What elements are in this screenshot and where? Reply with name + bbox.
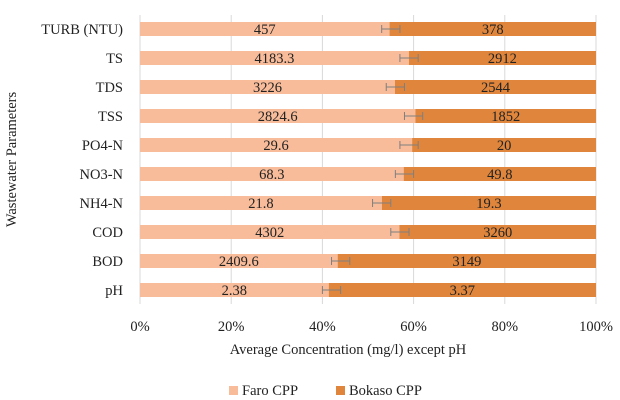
data-label-faro: 4302 [255,225,284,241]
data-label-faro: 4183.3 [254,51,294,67]
x-axis-title: Average Concentration (mg/l) except pH [230,342,467,358]
x-tick-label: 80% [492,319,519,335]
error-bar [385,83,405,91]
data-label-bokaso: 2544 [481,80,511,96]
error-bar [321,286,342,294]
category-label: NH4-N [80,196,124,212]
bars [140,22,596,297]
category-label: TS [106,51,123,67]
x-tick-label: 40% [309,319,336,335]
bar-faro [140,80,395,94]
category-label: BOD [92,254,123,270]
data-label-bokaso: 3.37 [450,283,475,299]
data-label-faro: 2824.6 [258,109,298,125]
category-label: COD [92,225,123,241]
data-label-bokaso: 3149 [452,254,481,270]
legend-item-bokaso: Bokaso CPP [336,383,422,399]
bar-bokaso [381,196,596,210]
x-tick-label: 0% [130,319,149,335]
y-axis-title: Wastewater Parameters [4,91,20,227]
legend-label: Faro CPP [242,383,298,399]
bar-bokaso [412,138,596,152]
bar-faro [140,196,382,210]
x-tick-labels: 0% 20% 40% 60% 80% 100% [130,319,613,335]
error-bar [372,199,392,207]
error-bar [381,25,401,33]
data-label-bokaso: 2912 [488,51,517,67]
category-label: TSS [98,109,123,125]
data-label-faro: 457 [254,22,276,38]
bar-faro [140,109,416,123]
bar-faro [140,167,404,181]
legend-item-faro: Faro CPP [229,383,298,399]
data-label-bokaso: 20 [497,138,512,154]
legend-label: Bokaso CPP [349,383,422,399]
bar-bokaso [389,22,596,36]
bar-faro [140,283,329,297]
error-bar [331,257,351,265]
bar-faro [140,225,400,239]
bar-bokaso [337,254,596,268]
data-label-bokaso: 378 [482,22,504,38]
category-label: NO3-N [80,167,124,183]
bar-faro [140,138,413,152]
data-label-bokaso: 19.3 [476,196,501,212]
category-labels: TURB (NTU) TS TDS TSS PO4-N NO3-N NH4-N COD BOD p… [41,22,123,299]
category-label: TDS [96,80,123,96]
legend-swatch [336,386,345,395]
error-bar [403,112,424,120]
category-label: TURB (NTU) [41,22,123,38]
error-bar [394,170,415,178]
x-tick-label: 100% [579,319,613,335]
bar-bokaso [394,80,596,94]
error-bars [321,25,424,294]
data-label-bokaso: 3260 [483,225,512,241]
data-label-bokaso: 49.8 [487,167,512,183]
bar-faro [140,51,409,65]
error-bar [390,228,410,236]
category-label: PO4-N [82,138,124,154]
data-label-bokaso: 1852 [491,109,520,125]
x-tick-label: 20% [218,319,245,335]
bar-bokaso [403,167,596,181]
data-label-faro: 2409.6 [219,254,259,270]
error-bar [399,141,419,149]
data-label-faro: 29.6 [263,138,288,154]
error-bar [399,54,419,62]
data-label-faro: 68.3 [259,167,284,183]
bar-bokaso [415,109,596,123]
bar-faro [140,254,338,268]
bar-faro [140,22,390,36]
legend: Faro CPP Bokaso CPP [229,383,422,399]
category-label: pH [105,283,123,299]
bar-bokaso [328,283,596,297]
bar-bokaso [408,51,596,65]
data-labels: 457 378 4183.3 2912 3226 2544 2824.6 1852 29.6 20… [219,22,520,299]
data-label-faro: 21.8 [248,196,273,212]
data-label-faro: 2.38 [222,283,247,299]
legend-swatch [229,386,238,395]
x-tick-label: 60% [400,319,427,335]
bar-bokaso [399,225,596,239]
data-label-faro: 3226 [253,80,282,96]
